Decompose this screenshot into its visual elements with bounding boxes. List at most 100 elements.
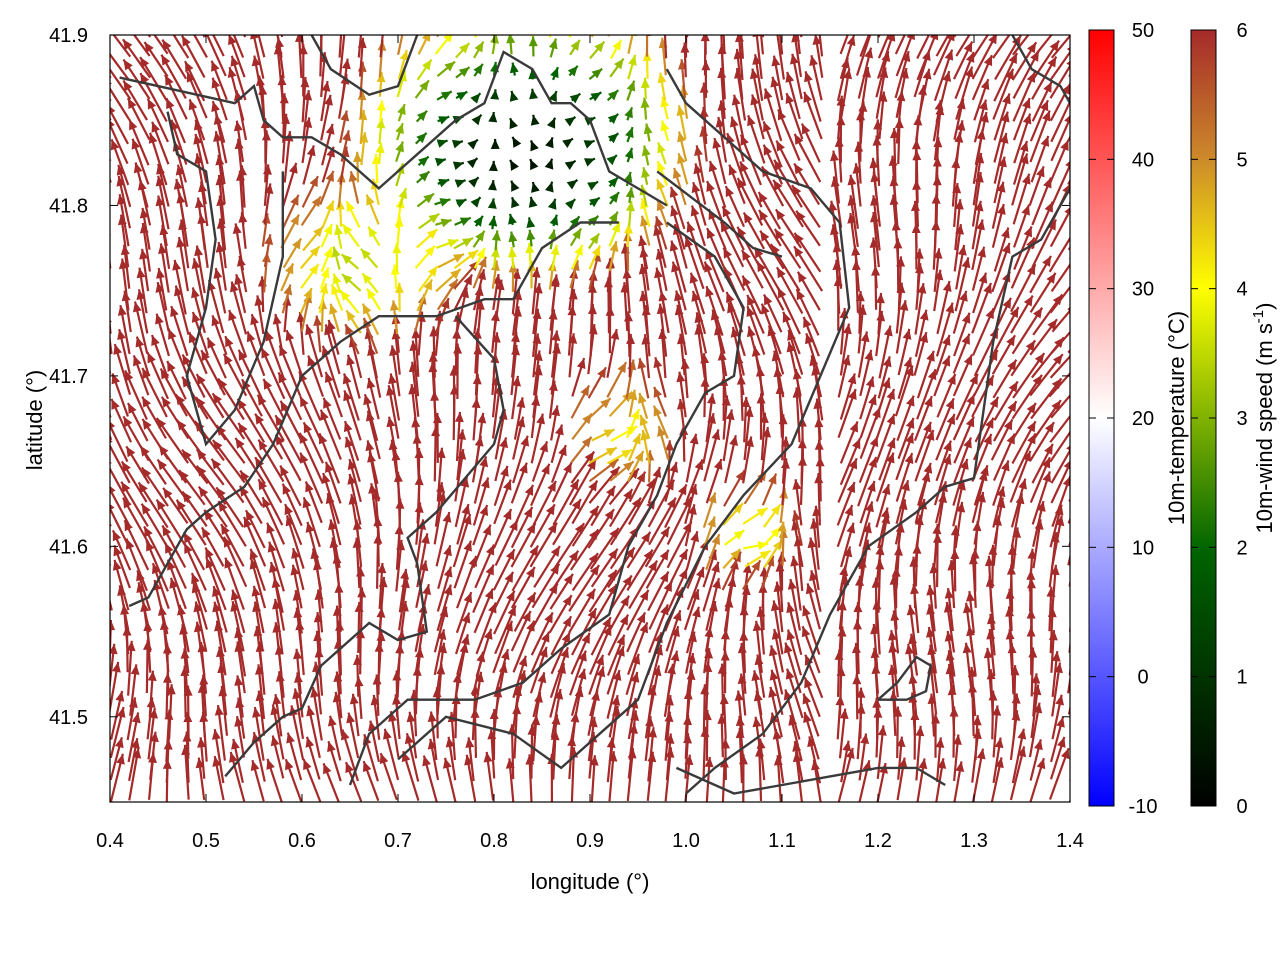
wind-vector xyxy=(906,604,918,656)
wind-vector xyxy=(789,53,803,100)
x-tick-label: 0.9 xyxy=(576,830,604,852)
wind-vector xyxy=(257,35,266,58)
wind-vector xyxy=(952,290,968,334)
wind-vector xyxy=(254,295,265,335)
wind-vector xyxy=(472,504,489,546)
wind-vector xyxy=(490,138,500,150)
wind-vector xyxy=(473,63,484,77)
wind-label-superscript: -1 xyxy=(1250,310,1267,323)
wind-vector xyxy=(790,555,802,611)
wind-vector xyxy=(914,421,932,464)
wind-vector xyxy=(181,35,206,78)
wind-vector xyxy=(993,111,1010,163)
wind-vector xyxy=(344,761,363,802)
wind-vector xyxy=(454,216,472,226)
wind-vector xyxy=(564,116,577,127)
wind-vector xyxy=(1029,757,1046,802)
wind-vector xyxy=(110,117,112,121)
wind-vector xyxy=(230,589,246,634)
wind-vector xyxy=(510,610,532,652)
wind-vector xyxy=(665,609,682,652)
wind-vector xyxy=(962,602,974,654)
wind-vector xyxy=(416,58,433,81)
wind-vector xyxy=(243,516,267,567)
wind-vector xyxy=(552,498,582,546)
wind-vector xyxy=(377,562,387,610)
wind-vector xyxy=(1068,621,1070,632)
wind-vector xyxy=(280,214,300,249)
wind-vector xyxy=(793,245,824,292)
wind-vector xyxy=(113,343,132,396)
wind-vector xyxy=(475,412,487,463)
wind-vector xyxy=(302,145,316,185)
wind-vector xyxy=(1029,255,1052,294)
wind-vector xyxy=(588,196,601,208)
wind-vector xyxy=(416,278,433,312)
wind-vector xyxy=(786,629,803,676)
wind-vector xyxy=(395,122,404,141)
wind-vector xyxy=(607,614,630,656)
wind-vector xyxy=(1051,35,1054,36)
wind-vector xyxy=(1029,110,1051,163)
wind-vector xyxy=(828,200,840,249)
wind-vector xyxy=(510,506,534,549)
wind-vector xyxy=(589,91,602,102)
wind-vector xyxy=(341,223,360,248)
wind-vector xyxy=(760,555,775,589)
wind-vector xyxy=(232,223,245,271)
wind-vector xyxy=(181,354,206,399)
wind-vector xyxy=(122,79,148,121)
wind-vector xyxy=(494,648,510,696)
wind-vector xyxy=(684,503,697,547)
wind-vector xyxy=(550,615,573,656)
wind-vector xyxy=(933,248,943,292)
wind-vector xyxy=(129,664,140,716)
wind-vector xyxy=(1010,478,1027,528)
wind-vector xyxy=(916,68,932,123)
wind-vector xyxy=(743,406,754,461)
wind-vector xyxy=(770,76,784,118)
wind-vector xyxy=(793,232,822,273)
wind-vector xyxy=(234,437,266,485)
wind-vector xyxy=(785,92,804,140)
wind-vector xyxy=(363,393,379,442)
wind-vector xyxy=(344,323,360,355)
wind-vector xyxy=(965,590,975,634)
wind-vector xyxy=(101,239,110,290)
wind-vector xyxy=(775,140,801,187)
wind-vector xyxy=(395,141,404,162)
wind-vector xyxy=(429,326,439,378)
wind-vector xyxy=(214,704,226,761)
wind-vector xyxy=(406,711,418,759)
wind-vector xyxy=(739,160,763,208)
wind-vector xyxy=(859,480,876,524)
wind-vector xyxy=(139,0,166,34)
wind-vector xyxy=(564,198,577,210)
wind-vector xyxy=(156,267,168,311)
wind-vector xyxy=(785,71,801,120)
wind-vector xyxy=(684,236,705,290)
wind-vector xyxy=(397,35,404,56)
wind-vector xyxy=(741,249,764,289)
wind-vector xyxy=(952,734,962,782)
wind-vector xyxy=(213,131,226,185)
wind-vector xyxy=(1029,272,1057,313)
wind-vector xyxy=(348,171,360,204)
wind-vector xyxy=(894,365,914,417)
wind-vector xyxy=(645,35,649,57)
wind-vector xyxy=(110,461,111,462)
wind-vector xyxy=(665,0,674,33)
wind-vector xyxy=(545,181,554,193)
wind-vector xyxy=(246,330,266,377)
wind-vector xyxy=(564,159,577,171)
wind-vector xyxy=(473,41,485,59)
wind-vector xyxy=(887,630,898,674)
wind-vector xyxy=(404,733,420,782)
wind-vector xyxy=(286,732,303,781)
wind-vector xyxy=(589,755,599,802)
wind-vector xyxy=(531,181,540,193)
wind-vector xyxy=(145,540,169,592)
wind-vector xyxy=(251,585,265,634)
wind-vector xyxy=(935,70,952,123)
wind-vector xyxy=(466,157,479,169)
